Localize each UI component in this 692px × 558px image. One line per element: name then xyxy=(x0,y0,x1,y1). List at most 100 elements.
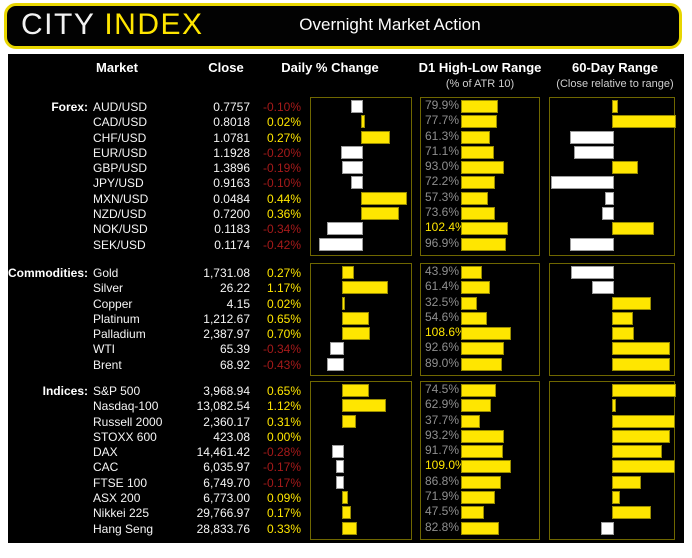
close-value: 6,035.97 xyxy=(203,460,250,475)
close-value: 2,360.17 xyxy=(203,414,250,429)
sixty-day-range-bar xyxy=(612,491,621,505)
sixty-day-range-row xyxy=(550,190,674,205)
sixty-day-range-bar xyxy=(604,191,614,205)
d1-range-bar xyxy=(461,357,503,371)
d1-range-label: 73.6% xyxy=(425,205,460,220)
d1-range-label: 96.9% xyxy=(425,235,460,250)
daily-change-bar xyxy=(342,384,369,397)
d1-range-row: 91.7% xyxy=(421,443,539,459)
d1-range-label: 47.5% xyxy=(425,504,460,519)
market-name-column: AUD/USD CAD/USD CHF/USD EUR/USD GBP/USD JPY/U… xyxy=(93,100,208,253)
d1-range-bar xyxy=(461,445,504,459)
sixty-day-range-bar xyxy=(612,429,670,443)
market-name: MXN/USD xyxy=(93,191,149,206)
market-name: Nasdaq-100 xyxy=(93,399,159,414)
market-name: Silver xyxy=(93,281,124,296)
sixty-day-range-bar xyxy=(612,506,652,520)
sixty-day-range-bar xyxy=(600,521,614,535)
daily-change-row xyxy=(311,144,411,159)
daily-change-row xyxy=(311,504,411,520)
close-value: 28,833.76 xyxy=(196,521,250,536)
market-name: Platinum xyxy=(93,311,140,326)
dashboard-body: Market Close Daily % Change D1 High-Low … xyxy=(8,54,684,543)
daily-change-bar xyxy=(319,237,363,251)
daily-change-value: 0.17% xyxy=(266,506,301,521)
daily-change-value: 0.36% xyxy=(266,207,301,222)
close-value: 2,387.97 xyxy=(203,327,250,342)
sixty-day-range-bar xyxy=(612,384,676,397)
d1-range-label: 91.7% xyxy=(425,443,460,458)
section-label: Forex: xyxy=(51,100,88,114)
section-forex: Forex: AUD/USD CAD/USD CHF/USD EUR/USD GBP/US… xyxy=(8,97,684,256)
d1-range-row: 62.9% xyxy=(421,397,539,413)
d1-range-label: 62.9% xyxy=(425,397,460,412)
market-name: Brent xyxy=(93,357,122,372)
market-name: Nikkei 225 xyxy=(93,506,150,521)
daily-change-row xyxy=(311,190,411,205)
d1-range-bar xyxy=(461,521,500,535)
daily-change-value: 0.70% xyxy=(266,327,301,342)
sixty-day-range-row xyxy=(550,458,675,474)
d1-range-bar xyxy=(461,506,484,520)
sixty-day-range-row xyxy=(550,443,674,459)
daily-change-bar xyxy=(342,491,348,505)
market-name: GBP/USD xyxy=(93,161,148,176)
daily-change-value-column: 0.65% 1.12% 0.31% 0.00% -0.28% -0.17% -0.17% 0.… xyxy=(251,384,301,537)
d1-range-label: 57.3% xyxy=(425,189,460,204)
d1-range-row: 71.1% xyxy=(421,144,539,159)
daily-change-value: -0.34% xyxy=(262,222,301,237)
d1-range-row: 102.4% xyxy=(421,220,539,236)
d1-range-label: 93.2% xyxy=(425,427,460,442)
sixty-day-range-row xyxy=(550,220,674,236)
d1-range-row: 61.3% xyxy=(421,129,539,144)
daily-change-value: 0.27% xyxy=(266,266,301,280)
daily-change-bar xyxy=(326,357,345,371)
d1-range-bar xyxy=(461,222,509,236)
close-value: 3,968.94 xyxy=(203,384,250,398)
d1-range-label: 92.6% xyxy=(425,340,460,355)
daily-change-value: 0.02% xyxy=(266,296,301,311)
daily-change-row xyxy=(311,129,411,144)
section-label: Commodities: xyxy=(8,266,89,280)
market-name: DAX xyxy=(93,445,118,460)
daily-change-panel xyxy=(310,97,412,256)
d1-range-label: 74.5% xyxy=(425,382,460,396)
d1-range-row: 93.0% xyxy=(421,159,539,175)
d1-range-label: 93.0% xyxy=(425,159,460,174)
d1-range-bar xyxy=(461,460,511,474)
daily-change-bar xyxy=(327,222,363,236)
market-name: S&P 500 xyxy=(93,384,141,398)
close-value: 68.92 xyxy=(219,357,250,372)
d1-range-label: 37.7% xyxy=(425,412,460,427)
daily-change-row xyxy=(311,413,411,428)
close-value-column: 0.7757 0.8018 1.0781 1.1928 1.3896 0.9163 0.04… xyxy=(150,100,250,253)
daily-change-bar xyxy=(342,414,356,428)
close-value: 4.15 xyxy=(226,296,250,311)
sixty-day-range-bar xyxy=(612,445,663,459)
market-name: JPY/USD xyxy=(93,176,144,191)
daily-change-bar xyxy=(341,145,363,159)
d1-range-label: 54.6% xyxy=(425,309,460,324)
market-name: Russell 2000 xyxy=(93,414,163,429)
daily-change-bar xyxy=(342,311,369,325)
daily-change-value: 0.31% xyxy=(266,414,301,429)
daily-change-bar xyxy=(342,161,363,175)
column-header-60day-range: 60-Day Range xyxy=(572,60,658,75)
logo-index-text: INDEX xyxy=(104,8,204,41)
column-header-d1-range: D1 High-Low Range xyxy=(418,60,542,75)
d1-range-label: 61.4% xyxy=(425,279,460,294)
close-value: 1.0781 xyxy=(213,130,250,145)
sixty-day-range-row xyxy=(550,325,674,341)
close-value: 14,461.42 xyxy=(196,445,250,460)
d1-range-row: 109.0% xyxy=(421,458,539,474)
close-value: 6,773.00 xyxy=(203,491,250,506)
sixty-day-range-bar xyxy=(569,237,614,251)
daily-change-value: -0.28% xyxy=(262,445,301,460)
d1-range-bar xyxy=(461,429,504,443)
d1-range-bar xyxy=(461,399,491,413)
sixty-day-range-bar xyxy=(551,176,614,190)
sixty-day-range-row xyxy=(550,236,674,251)
d1-range-bar xyxy=(461,145,495,159)
d1-range-bar xyxy=(461,266,483,279)
d1-range-panel: 79.9% 77.7% 61.3% 71.1% 93.0% 72.2% 57.3% 73.6%… xyxy=(420,97,540,256)
